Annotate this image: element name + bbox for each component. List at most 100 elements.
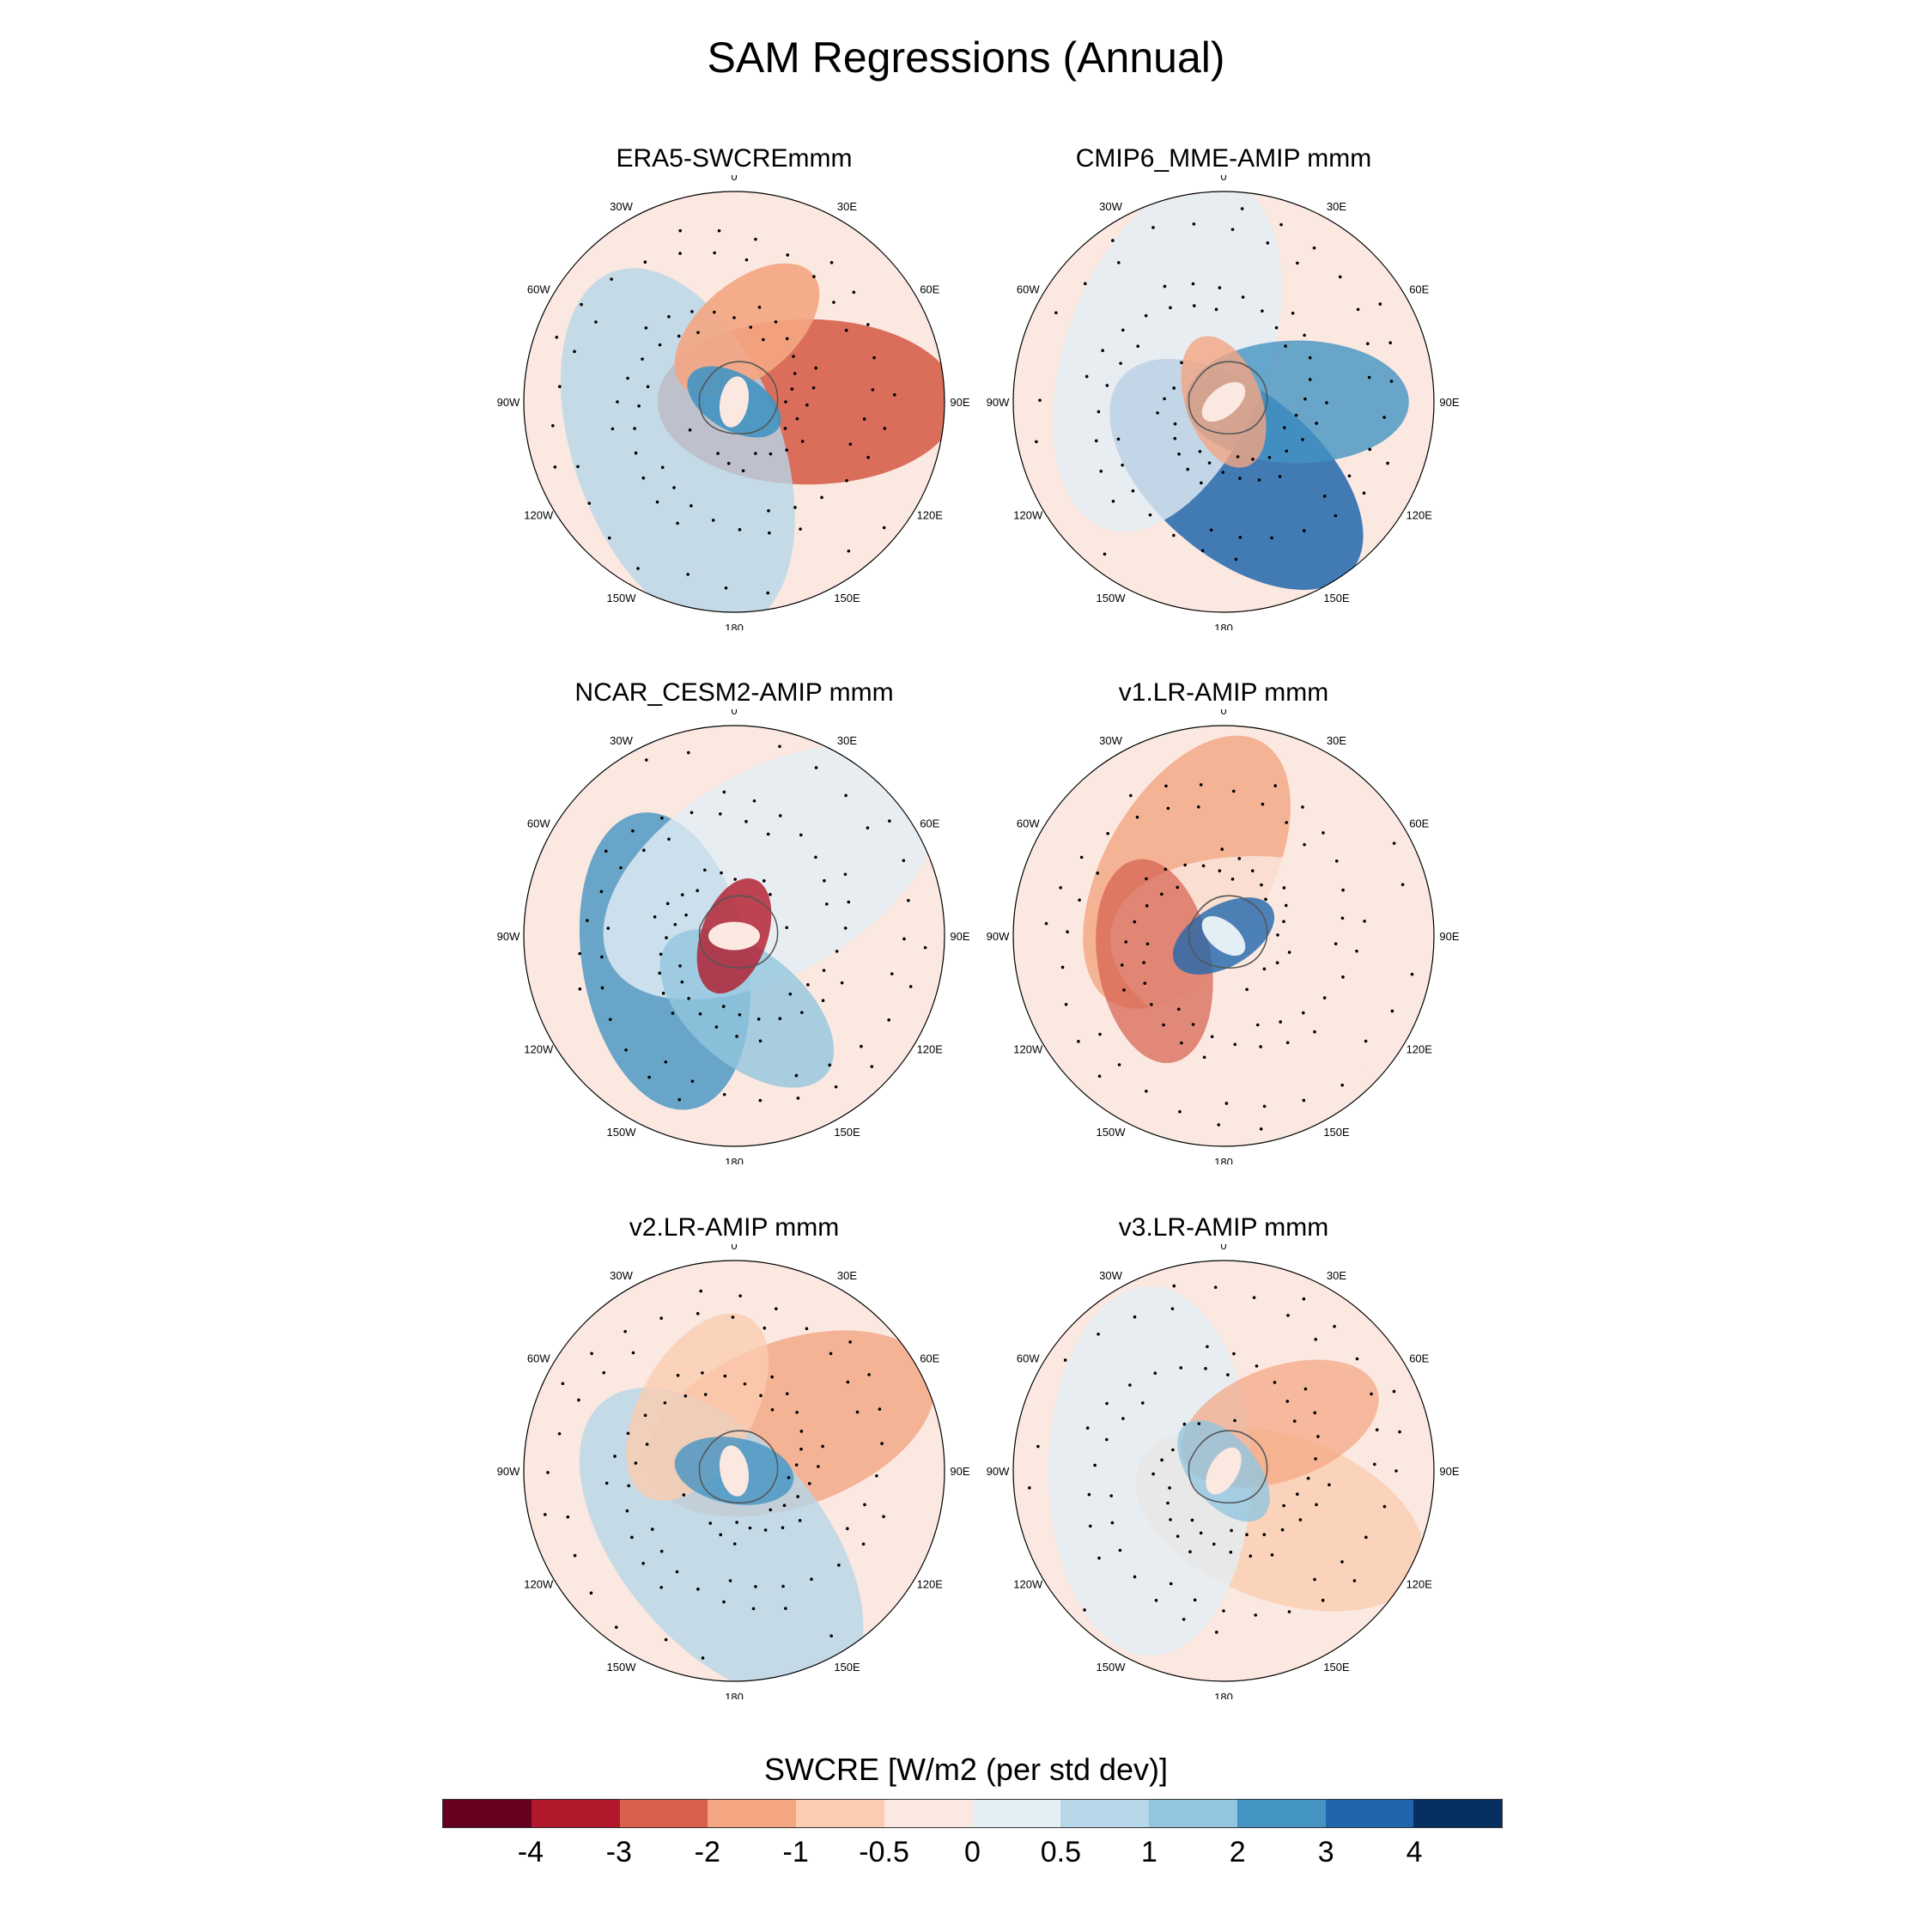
significance-dot <box>1341 975 1345 979</box>
longitude-label: 90W <box>987 1465 1010 1478</box>
map-boundary <box>523 725 945 1147</box>
longitude-label: 120E <box>1406 1578 1433 1591</box>
longitude-label: 150W <box>1097 1126 1127 1139</box>
significance-dot <box>1133 1315 1137 1319</box>
significance-dot <box>1389 380 1394 383</box>
longitude-label: 30W <box>1099 200 1122 213</box>
significance-dot <box>798 1518 802 1522</box>
significance-dot <box>1366 342 1370 345</box>
significance-dot <box>810 1577 813 1581</box>
significance-dot <box>1066 930 1069 934</box>
figure-title: SAM Regressions (Annual) <box>707 33 1225 82</box>
polar-map: 0 30E 60E 90E 120E 150E 180 150W 120W 90W 60W 30W <box>494 175 975 630</box>
significance-dot <box>1230 1528 1233 1533</box>
significance-dot <box>1394 1469 1398 1473</box>
longitude-label: 120W <box>1013 1578 1043 1591</box>
significance-dot <box>845 478 848 483</box>
significance-dot <box>1333 1325 1336 1328</box>
significance-dot <box>1303 1387 1308 1391</box>
significance-dot <box>688 428 692 432</box>
significance-dot <box>1173 436 1177 440</box>
significance-dot <box>655 500 659 504</box>
significance-dot <box>1097 1332 1100 1336</box>
significance-dot <box>1202 1055 1206 1060</box>
significance-dot <box>1111 499 1115 503</box>
longitude-label: 60E <box>1409 283 1429 296</box>
significance-dot <box>1315 1503 1318 1507</box>
significance-dot <box>1213 1285 1218 1290</box>
significance-dot <box>1267 456 1272 459</box>
polar-map: 0 30E 60E 90E 120E 150E 180 150W 120W 90W 60W 30W <box>494 709 975 1164</box>
contour-region <box>1048 1286 1252 1656</box>
significance-dot <box>1386 461 1389 465</box>
significance-dot <box>847 900 851 904</box>
significance-dot <box>723 1374 727 1378</box>
significance-dot <box>1122 988 1126 992</box>
significance-dot <box>743 1382 747 1386</box>
significance-dot <box>741 469 745 473</box>
significance-dot <box>1276 933 1279 937</box>
significance-dot <box>829 1634 833 1637</box>
significance-dot <box>686 573 690 576</box>
significance-dot <box>796 1097 800 1100</box>
significance-dot <box>671 1012 675 1015</box>
significance-dot <box>1270 1553 1274 1557</box>
longitude-label: 120E <box>917 1043 944 1056</box>
significance-dot <box>645 1443 649 1446</box>
significance-dot <box>778 814 782 817</box>
significance-dot <box>1322 996 1327 999</box>
significance-dot <box>1044 921 1048 926</box>
significance-dot <box>1368 447 1372 452</box>
significance-dot <box>1355 949 1358 953</box>
significance-dot <box>846 1380 850 1384</box>
significance-dot <box>696 331 700 335</box>
significance-dot <box>1083 1608 1086 1612</box>
colorbar-title: SWCRE [W/m2 (per std dev)] <box>763 1752 1169 1787</box>
significance-dot <box>553 465 557 469</box>
significance-dot <box>1191 1023 1195 1026</box>
significance-dot <box>1398 1430 1401 1434</box>
significance-dot <box>1230 878 1235 881</box>
significance-dot <box>1063 1358 1067 1362</box>
significance-dot <box>1198 449 1202 453</box>
map-panel: ERA5-SWCREmmm 1985-2014 0 30E 60E 90E 120E 15… <box>494 144 975 630</box>
panel-title: NCAR_CESM2-AMIP mmm <box>574 678 894 707</box>
significance-dot <box>861 1542 866 1546</box>
significance-dot <box>832 301 835 304</box>
longitude-label: 180 <box>1214 622 1233 630</box>
significance-dot <box>1279 1020 1283 1024</box>
significance-dot <box>1250 869 1255 872</box>
longitude-label: 180 <box>725 1156 744 1164</box>
significance-dot <box>1410 972 1414 976</box>
significance-dot <box>893 393 896 397</box>
colorbar-swatch <box>443 1800 532 1827</box>
map-boundary <box>1012 191 1435 613</box>
significance-dot <box>611 427 615 431</box>
significance-dot <box>703 1393 708 1396</box>
significance-dot <box>1193 1598 1197 1602</box>
significance-dot <box>767 509 770 513</box>
significance-dot <box>1191 282 1195 286</box>
significance-dot <box>754 237 757 241</box>
significance-dot <box>1105 1437 1109 1442</box>
coastline <box>698 895 779 969</box>
significance-dot <box>846 1527 849 1530</box>
longitude-label: 30E <box>837 200 857 213</box>
significance-dot <box>610 277 613 281</box>
significance-dot <box>683 1394 688 1398</box>
significance-dot <box>677 1097 682 1102</box>
significance-dot <box>1296 261 1299 265</box>
significance-dot <box>1103 552 1107 556</box>
significance-dot <box>1182 1422 1187 1426</box>
significance-dot <box>722 790 726 794</box>
significance-dot <box>848 1340 852 1344</box>
map-panel: NCAR_CESM2-AMIP mmm 1985-2014 0 30E 60E 90E… <box>494 678 975 1164</box>
significance-dot <box>1135 815 1139 819</box>
significance-dot <box>608 1018 612 1022</box>
significance-dot <box>604 849 608 854</box>
longitude-label: 30W <box>1099 1269 1122 1282</box>
significance-dot <box>1172 533 1176 538</box>
significance-dot <box>880 1442 884 1445</box>
significance-dot <box>744 819 748 823</box>
significance-dot <box>1079 855 1084 860</box>
